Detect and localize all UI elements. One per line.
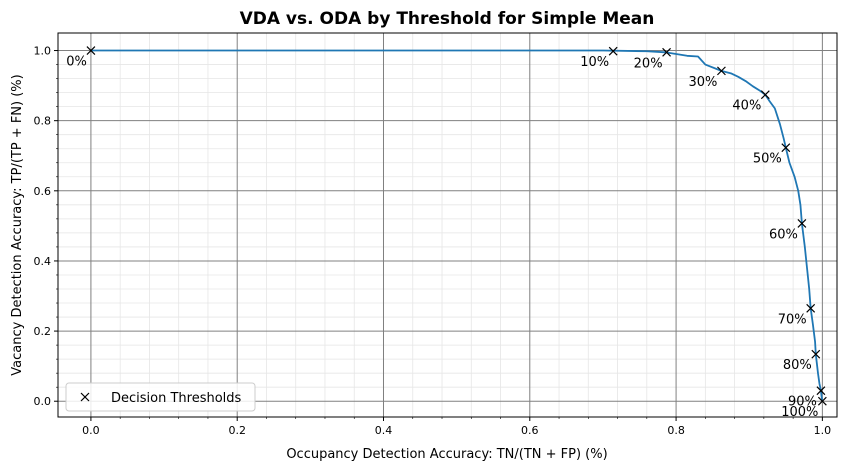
legend-label: Decision Thresholds: [111, 391, 242, 406]
major-grid: [58, 33, 837, 417]
threshold-label: 70%: [778, 312, 807, 327]
threshold-marker: [760, 90, 770, 100]
legend-marker: [80, 392, 90, 402]
x-tick-label: 0.2: [228, 424, 246, 437]
threshold-marker: [717, 66, 726, 76]
threshold-label: 30%: [689, 75, 718, 90]
legend: Decision Thresholds: [65, 382, 256, 412]
y-tick-label: 0.0: [34, 395, 52, 408]
threshold-label: 80%: [783, 358, 812, 373]
threshold-label: 0%: [66, 55, 87, 70]
y-tick-label: 1.0: [34, 45, 52, 58]
threshold-marker: [811, 349, 821, 359]
threshold-label: 20%: [634, 56, 663, 71]
threshold-marker: [806, 303, 816, 313]
y-tick-label: 0.2: [34, 325, 52, 338]
threshold-marker: [86, 46, 96, 55]
series-layer: [90, 49, 824, 402]
threshold-label: 100%: [781, 405, 818, 420]
threshold-marker: [608, 46, 618, 56]
x-tick-label: 0.4: [375, 424, 393, 437]
threshold-marker: [662, 47, 671, 57]
legend-box: [65, 382, 256, 412]
chart-title: VDA vs. ODA by Threshold for Simple Mean: [240, 9, 655, 29]
threshold-marker: [797, 218, 807, 228]
plot-frame: [57, 32, 838, 418]
minor-grid: [58, 33, 837, 417]
threshold-marker: [816, 386, 826, 396]
ticks: 0.0 0.2 0.4 0.6 0.8 1.0 0.0 0.2 0.4 0.6 0.8 1.0: [34, 45, 832, 437]
series-line: [90, 49, 824, 402]
threshold-label: 90%: [788, 395, 817, 410]
y-tick-label: 0.4: [34, 255, 52, 268]
y-axis-label: Vacancy Detection Accuracy: TP/(TP + FN)…: [10, 74, 25, 375]
threshold-label: 40%: [732, 99, 761, 114]
x-tick-label: 0.8: [667, 424, 685, 437]
y-tick-label: 0.6: [34, 185, 52, 198]
threshold-label: 50%: [753, 152, 782, 167]
threshold-marker: [781, 143, 791, 153]
y-tick-label: 0.8: [34, 115, 52, 128]
x-tick-label: 0.6: [521, 424, 539, 437]
threshold-label: 10%: [580, 55, 609, 70]
threshold-label: 60%: [769, 227, 798, 242]
threshold-marker: [817, 396, 827, 406]
threshold-labels: 0% 10% 20% 30% 40% 50% 60% 70% 80% 90%100%: [66, 55, 818, 421]
x-axis-label: Occupancy Detection Accuracy: TN/(TN + F…: [286, 447, 607, 462]
x-tick-label: 0.0: [82, 424, 100, 437]
x-tick-label: 1.0: [814, 424, 832, 437]
threshold-markers: [86, 46, 827, 406]
